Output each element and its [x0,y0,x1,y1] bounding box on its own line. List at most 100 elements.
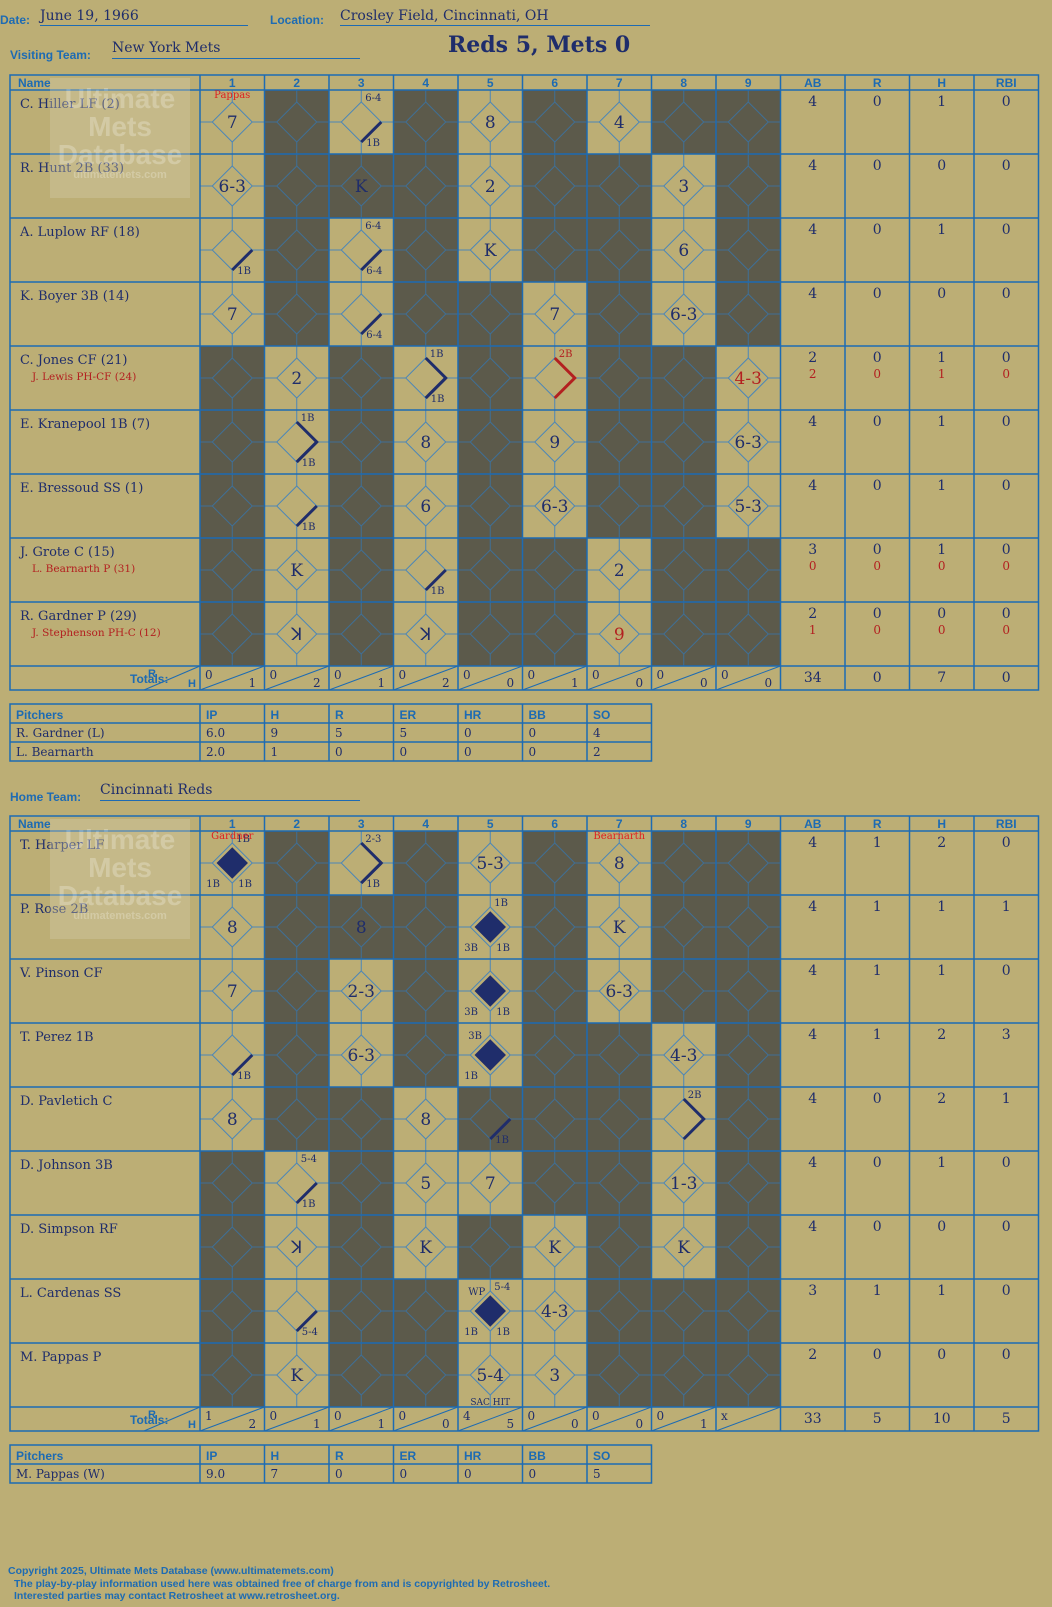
hit-label: 6-4 [366,330,382,341]
pitchers-header: SO [593,1449,610,1463]
total-h: 7 [937,670,946,686]
inning-hits: 0 [700,676,708,690]
stat-header: H [937,76,946,90]
totals-label: Totals: [130,1413,168,1427]
play-result: ꓘ [419,625,431,645]
substitute-name: J. Stephenson PH-C (12) [31,627,161,639]
advance-path [295,420,319,464]
stat-rbi: 0 [1002,158,1011,174]
hit-label: 1B [237,1071,251,1082]
inning-header: 2 [293,817,300,831]
home-team-label: Home Team: [10,790,82,804]
pitcher-stat: 5 [335,726,343,740]
play-result: 7 [227,305,238,325]
play-result: 1-3 [670,1174,697,1194]
stat-ab: 3 [808,1283,817,1299]
play-result: K [355,177,368,197]
inning-runs: 1 [205,1409,213,1423]
retrosheet-notice: The play-by-play information used here w… [14,1578,551,1590]
game-result: Reds 5, Mets 0 [448,32,631,58]
inning-header: 1 [229,817,236,831]
inning-hits: 2 [249,1417,257,1431]
play-result: ꓘ [290,625,302,645]
stat-ab: 4 [808,478,817,494]
stat-ab: 3 [808,542,817,558]
stat-header: AB [804,76,822,90]
stat-rbi: 0 [1002,286,1011,302]
play-result: 4-3 [735,369,762,389]
totals-r-label: R [148,1409,156,1421]
inning-runs: 0 [592,1409,600,1423]
watermark-text: Database [58,880,183,911]
totals-h-label: H [188,678,196,690]
stat-ab: 4 [808,899,817,915]
hit-label: 1B [237,266,251,277]
sub-stat-r: 0 [873,367,881,381]
hit-label: 1B [302,458,316,469]
totals-h-label: H [188,1419,196,1431]
inning-header: 7 [616,817,623,831]
pitchers-header: SO [593,708,610,722]
player-name: T. Harper LF [20,838,104,853]
pitcher-change-note: Bearnarth [593,831,645,842]
play-note: SAC HIT [470,1398,510,1408]
inning-hits: 0 [442,1417,450,1431]
pitcher-stat: 0 [335,1467,343,1481]
base-diamond [276,421,318,463]
base-label: 1B [496,943,510,954]
hit-label: 1B [302,522,316,533]
watermark-panel [50,819,190,939]
inning-runs: 0 [270,1409,278,1423]
player-name: C. Hiller LF (2) [20,97,120,112]
stat-r: 0 [873,542,882,558]
stat-h: 1 [937,1283,946,1299]
total-ab: 33 [804,1411,822,1427]
hit-path [489,1117,512,1141]
pitcher-stat: 0 [464,726,472,740]
advance-label: 1B [430,349,444,360]
inning-header: 6 [551,76,558,90]
totals-label: Totals: [130,672,168,686]
name-header: Name [18,76,51,90]
stat-ab: 4 [808,286,817,302]
player-name: E. Bressoud SS (1) [20,481,143,496]
sub-stat-h: 0 [938,623,946,637]
base-label: 1B [238,879,252,890]
hit-path [231,248,254,272]
play-result: 6-3 [670,305,697,325]
inning-hits: 0 [636,676,644,690]
inning-header: 9 [745,76,752,90]
stat-r: 0 [873,94,882,110]
base-diamond [276,1290,318,1332]
play-result: 6-3 [735,433,762,453]
inning-hits: 1 [378,1417,386,1431]
inning-header: 8 [680,76,687,90]
stat-header: H [937,817,946,831]
inning-hits: 1 [313,1417,321,1431]
stat-r: 1 [873,1027,882,1043]
play-result: 2 [291,369,302,389]
inning-runs: x [721,1409,728,1423]
advance-label: 5-4 [494,1282,510,1293]
base-diamond [340,101,382,143]
hit-label: 1B [366,138,380,149]
pitcher-stat: 2 [593,745,601,759]
run-scored-diamond [474,975,506,1007]
watermark-text: Mets [88,111,152,142]
totals-divider [199,665,265,691]
player-name: E. Kranepool 1B (7) [20,417,150,432]
inning-runs: 0 [463,668,471,682]
stat-rbi: 1 [1002,1091,1011,1107]
play-result: K [677,1238,690,1258]
inning-hits: 0 [507,676,515,690]
stat-rbi: 0 [1002,542,1011,558]
inning-header: 9 [745,817,752,831]
advance-label: 1B [301,413,315,424]
play-result: K [613,918,626,938]
pitcher-name: R. Gardner (L) [16,726,105,740]
totals-divider [264,665,330,691]
totals-divider [393,1406,459,1432]
stat-h: 2 [937,1091,946,1107]
watermark-text: Database [58,139,183,170]
total-r: 5 [873,1411,882,1427]
